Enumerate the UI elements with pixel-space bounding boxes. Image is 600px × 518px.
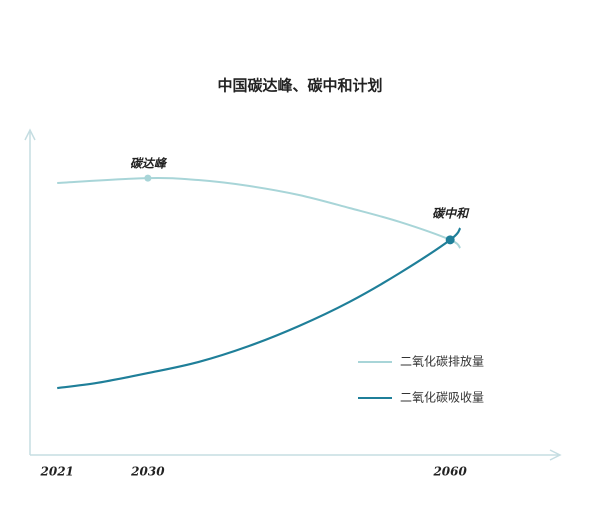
legend-label: 二氧化碳吸收量 <box>400 391 484 405</box>
x-tick-label: 2021 <box>40 465 74 479</box>
line <box>57 176 461 249</box>
x-tick-label: 2060 <box>432 465 467 479</box>
chart-title: 中国碳达峰、碳中和计划 <box>217 77 382 95</box>
annotation-marker <box>144 174 152 182</box>
annotation-label: 碳达峰 <box>130 157 168 171</box>
y-axis-arrow <box>24 128 36 141</box>
x-tick-label: 2030 <box>130 465 165 479</box>
line <box>57 227 462 390</box>
axes <box>24 128 562 461</box>
annotation-marker <box>445 235 455 245</box>
legend-label: 二氧化碳排放量 <box>400 354 484 369</box>
x-axis-arrow <box>549 449 562 461</box>
annotation-label: 碳中和 <box>432 206 470 220</box>
